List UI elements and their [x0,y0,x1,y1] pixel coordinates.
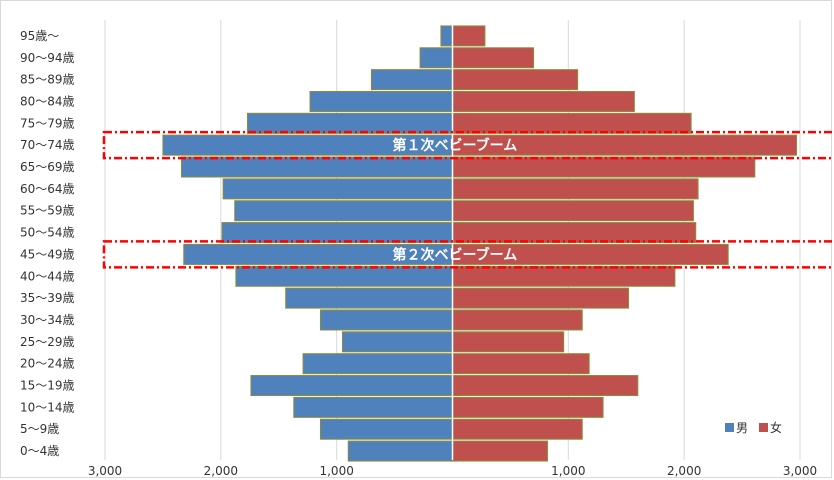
age-group-label: 45～49歳 [20,247,75,261]
bar-male [222,178,453,200]
age-group-label: 0～4歳 [20,444,59,458]
bar-male [347,440,453,462]
age-group-label: 5～9歳 [20,422,59,436]
age-group-label: 20～24歳 [20,357,75,371]
bar-female [452,178,699,200]
x-tick-label: 1,000 [551,464,585,478]
bar-female [452,396,604,418]
x-tick-label: 3,000 [88,464,122,478]
baby-boom-label: 第１次ベビーブーム [393,137,518,154]
baby-boom-label: 第２次ベビーブーム [393,246,518,263]
bar-male [370,69,453,91]
bar-female [452,222,697,244]
bar-female [452,47,535,69]
age-group-label: 30～34歳 [20,313,75,327]
bar-male [341,331,454,353]
age-group-label: 70～74歳 [20,138,75,152]
legend-label-male: 男 [736,421,748,435]
bar-female [452,331,565,353]
x-tick-label: 3,000 [783,464,817,478]
x-tick-label: 2,000 [204,464,238,478]
bar-male [221,222,453,244]
legend-label-female: 女 [770,420,782,435]
bar-female [452,90,635,112]
bar-male [235,265,453,287]
bar-male [319,309,454,331]
age-group-label: 95歳～ [20,29,59,43]
bar-male [293,396,453,418]
bar-female [452,69,579,91]
bar-female [452,309,583,331]
age-group-label: 90～94歳 [20,51,75,65]
bar-male [440,25,453,47]
baby-boom-highlight-box [102,240,834,269]
age-group-label: 10～14歳 [20,400,75,414]
age-group-label: 40～44歳 [20,269,75,283]
bar-male [234,200,453,222]
bar-female [452,375,639,397]
bar-female [452,112,692,134]
age-group-label: 35～39歳 [20,291,75,305]
bar-female [452,156,756,178]
legend-swatch-male [725,423,734,432]
age-group-label: 25～29歳 [20,335,75,349]
age-group-label: 60～64歳 [20,182,75,196]
bar-female [452,353,590,375]
bar-female [452,200,694,222]
bar-male [302,353,454,375]
x-tick-label: 1,000 [319,464,353,478]
age-group-label: 80～84歳 [20,94,75,108]
age-group-label: 65～69歳 [20,160,75,174]
bar-female [452,440,548,462]
bar-male [319,418,454,440]
bar-male [250,375,453,397]
bar-male [180,156,453,178]
bar-male [309,90,453,112]
bar-female [452,25,486,47]
x-tick-label: 2,000 [667,464,701,478]
bar-female [452,418,583,440]
age-group-label: 85～89歳 [20,73,75,87]
age-group-label: 75～79歳 [20,116,75,130]
bar-male [246,112,453,134]
legend-swatch-female [759,423,768,432]
age-group-label: 50～54歳 [20,226,75,240]
bar-male [285,287,454,309]
bar-female [452,265,676,287]
age-group-label: 55～59歳 [20,204,75,218]
age-group-label: 15～19歳 [20,379,75,393]
bar-male [419,47,454,69]
baby-boom-highlight-box [102,130,834,160]
bar-female [452,287,630,309]
